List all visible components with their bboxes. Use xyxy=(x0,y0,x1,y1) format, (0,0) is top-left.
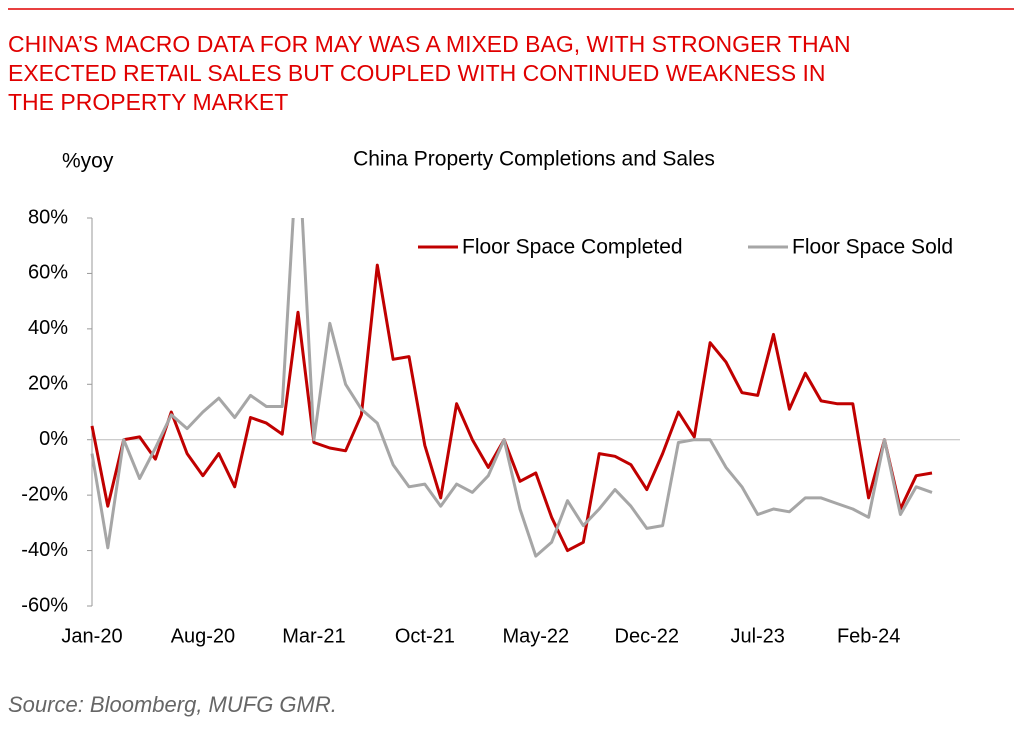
x-tick-label: Jan-20 xyxy=(61,625,122,647)
y-tick-label: 0% xyxy=(39,428,68,450)
y-tick-label: 60% xyxy=(28,262,68,284)
x-tick-label: Mar-21 xyxy=(282,625,345,647)
x-tick-label: Dec-22 xyxy=(615,625,679,647)
chart-title: China Property Completions and Sales xyxy=(353,148,715,171)
y-tick-label: 80% xyxy=(28,206,68,228)
y-tick-label: -60% xyxy=(21,594,68,616)
x-tick-label: Feb-24 xyxy=(837,625,900,647)
line-series xyxy=(90,263,933,553)
line-series xyxy=(90,218,933,558)
headline: THE PROPERTY MARKET xyxy=(8,89,288,115)
y-axis-label: %yoy xyxy=(62,150,114,173)
x-tick-label: Aug-20 xyxy=(171,625,236,647)
x-tick-label: Oct-21 xyxy=(395,625,455,647)
plot-area xyxy=(90,218,933,558)
y-tick-label: 20% xyxy=(28,373,68,395)
headline: CHINA’S MACRO DATA FOR MAY WAS A MIXED B… xyxy=(8,31,851,57)
legend-label: Floor Space Completed xyxy=(462,236,683,259)
x-tick-label: May-22 xyxy=(502,625,569,647)
headline: EXECTED RETAIL SALES BUT COUPLED WITH CO… xyxy=(8,60,826,86)
x-tick-label: Jul-23 xyxy=(730,625,784,647)
y-tick-label: -40% xyxy=(21,539,68,561)
source: Source: Bloomberg, MUFG GMR. xyxy=(8,692,337,717)
legend-label: Floor Space Sold xyxy=(792,236,953,259)
y-tick-label: 40% xyxy=(28,317,68,339)
y-tick-label: -20% xyxy=(21,483,68,505)
